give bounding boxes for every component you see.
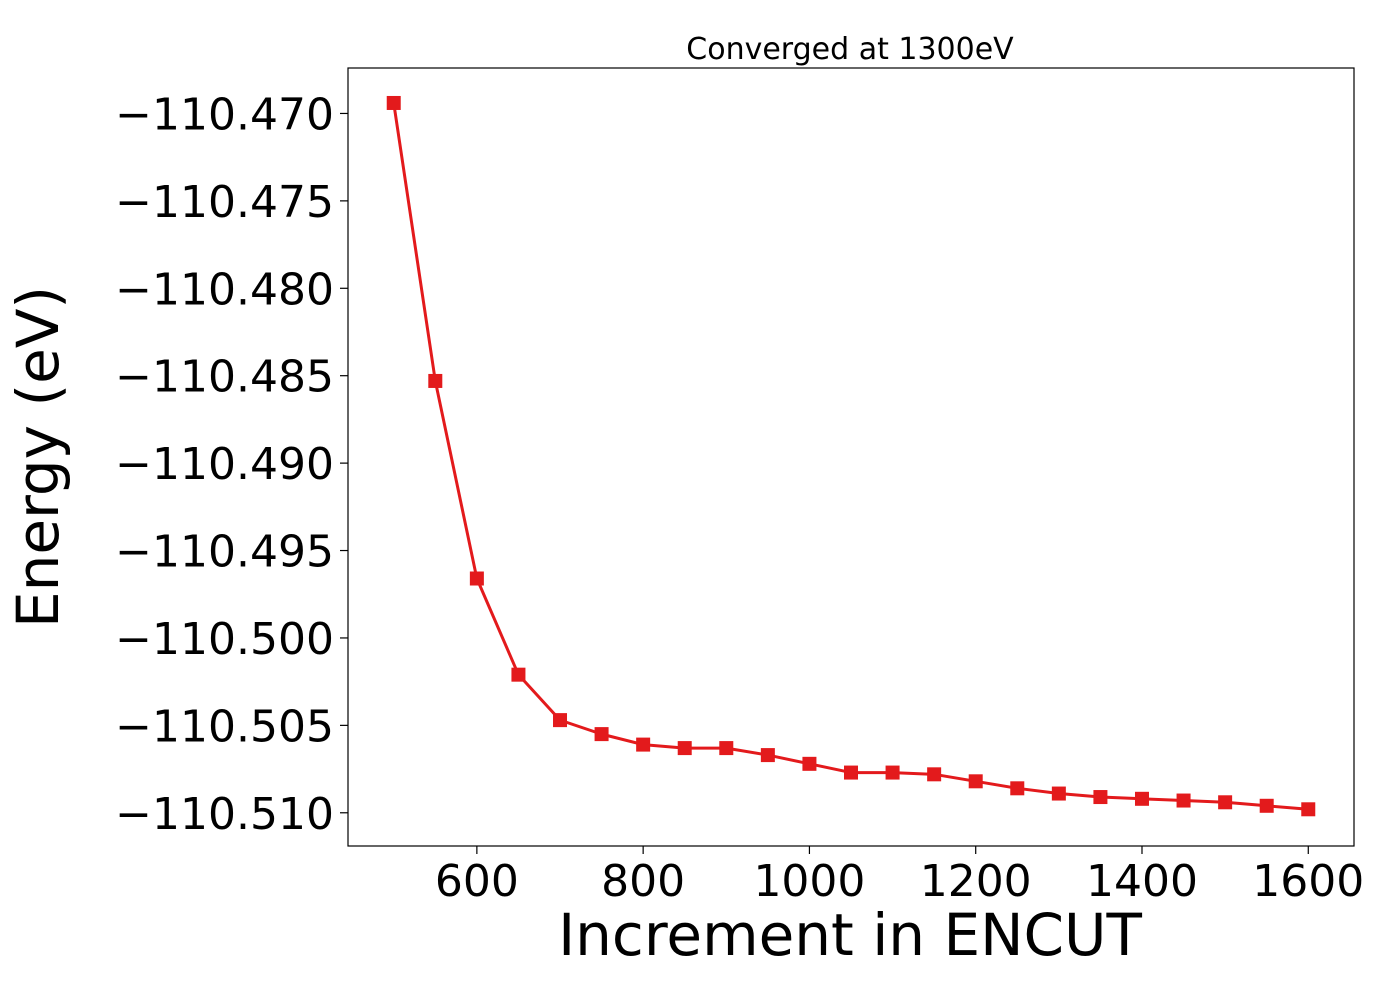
y-tick-label: −110.485: [115, 352, 334, 403]
x-tick-label: 800: [601, 856, 685, 907]
data-point: [719, 741, 734, 756]
data-point: [386, 95, 401, 110]
x-tick-label: 1000: [753, 856, 865, 907]
x-tick-label: 1200: [920, 856, 1032, 907]
y-tick-label: −110.480: [115, 264, 334, 315]
data-point: [594, 727, 609, 742]
data-point: [469, 571, 484, 586]
y-axis: −110.470 −110.475 −110.480 −110.485 −110.490…: [115, 89, 348, 840]
series-line: [392, 102, 1309, 811]
data-point: [885, 765, 900, 780]
y-tick-label: −110.500: [115, 614, 334, 665]
plot-area: [347, 67, 1355, 847]
data-point: [1051, 786, 1066, 801]
data-point: [1134, 791, 1149, 806]
y-tick-label: −110.495: [115, 527, 334, 578]
data-point: [1301, 802, 1316, 817]
data-point: [636, 737, 651, 752]
chart-title: Converged at 1300eV: [686, 32, 1014, 67]
data-point: [1093, 790, 1108, 805]
data-point: [511, 667, 526, 682]
y-tick-label: −110.470: [115, 89, 334, 140]
x-axis-label: Increment in ENCUT: [558, 901, 1142, 969]
data-point: [428, 373, 443, 388]
x-axis: 600 800 1000 1200 1400 1600: [435, 846, 1364, 907]
x-tick-label: 1400: [1086, 856, 1198, 907]
y-tick-label: −110.475: [115, 177, 334, 228]
data-point: [1259, 798, 1274, 813]
x-tick-label: 600: [435, 856, 519, 907]
data-point: [553, 713, 568, 728]
y-tick-label: −110.490: [115, 439, 334, 490]
x-tick-label: 1600: [1252, 856, 1364, 907]
data-point: [927, 767, 942, 782]
data-point: [1218, 795, 1233, 810]
data-point: [1176, 793, 1191, 808]
y-axis-label: Energy (eV): [4, 286, 72, 628]
data-point: [802, 756, 817, 771]
data-point: [844, 765, 858, 780]
data-point: [1010, 781, 1025, 796]
data-point: [968, 774, 983, 789]
data-point: [760, 748, 775, 763]
data-point: [677, 741, 692, 756]
y-tick-label: −110.510: [115, 789, 334, 840]
y-tick-label: −110.505: [115, 701, 334, 752]
series-layer: [386, 95, 1316, 817]
